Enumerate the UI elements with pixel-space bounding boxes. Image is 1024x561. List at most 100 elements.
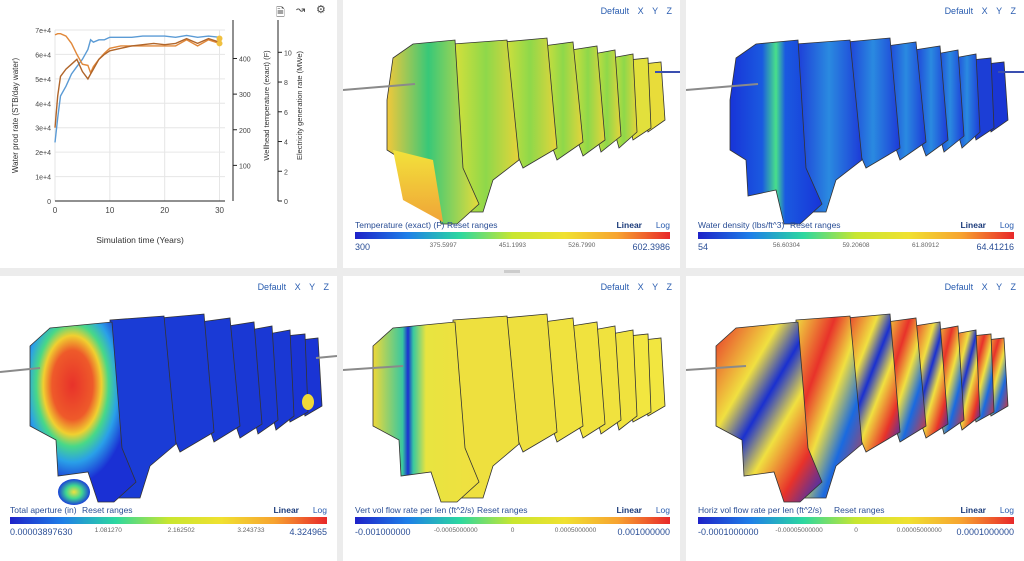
total-aperture-3d-panel[interactable]: Default X Y Z Total aperture (in) Reset … (0, 276, 337, 561)
colorbar-title: Vert vol flow rate per len (ft^2/s) (355, 505, 475, 515)
colorbar-max: 64.41216 (976, 242, 1014, 252)
colorbar-tick: 526.7990 (568, 242, 596, 249)
reset-ranges-link[interactable]: Reset ranges (477, 505, 528, 515)
colorbar-gradient (698, 517, 1014, 524)
wellbore-line (0, 367, 41, 373)
colorbar-gradient (698, 232, 1014, 239)
x-tick-label: 30 (215, 206, 224, 215)
wellbore-line (686, 83, 759, 91)
linear-scale-button[interactable]: Linear (616, 505, 642, 515)
secondary-tick-label: 2 (284, 169, 288, 176)
colorbar-tick: 0.00005000000 (896, 527, 942, 534)
log-scale-button[interactable]: Log (655, 220, 670, 230)
gear-icon[interactable]: ⚙ (316, 4, 326, 16)
y-axis-label: Water prod rate (STB/day water) (11, 58, 20, 174)
linear-scale-button[interactable]: Linear (273, 505, 299, 515)
view-x-button[interactable]: X (981, 6, 988, 16)
trend-icon[interactable]: ↝ (296, 4, 306, 16)
linear-scale-button[interactable]: Linear (960, 220, 986, 230)
colorbar-gradient (355, 232, 670, 239)
view-z-button[interactable]: Z (1010, 6, 1017, 16)
view-y-button[interactable]: Y (996, 6, 1002, 16)
y-tick-label: 6e+4 (35, 52, 51, 59)
secondary-tick-label: 300 (239, 92, 251, 99)
colorbar: Horiz vol flow rate per len (ft^2/s) Res… (698, 505, 1014, 553)
colorbar-title: Water density (lbs/ft^3) (698, 220, 785, 230)
secondary-tick-label: 0 (284, 199, 288, 206)
resize-handle[interactable] (504, 270, 520, 273)
secondary-axis-label: Wellhead temperature (exact) (F) (262, 50, 271, 161)
temperature-3d-panel[interactable]: Default X Y Z Temperature (exact) (F) Re… (343, 0, 680, 268)
document-icon[interactable]: 🗎 (276, 7, 285, 19)
colorbar-gradient (355, 517, 670, 524)
view-x-button[interactable]: X (637, 282, 644, 292)
x-tick-label: 10 (105, 206, 114, 215)
colorbar-min: 300 (355, 242, 371, 252)
series-line (54, 33, 220, 75)
view-default-button[interactable]: Default (944, 6, 974, 16)
colorbar: Vert vol flow rate per len (ft^2/s) Rese… (355, 505, 670, 553)
linear-scale-button[interactable]: Linear (616, 220, 642, 230)
horizontal-flow-3d-panel[interactable]: Default X Y Z Horiz vol flow rate per le… (686, 276, 1024, 561)
log-scale-button[interactable]: Log (312, 505, 327, 515)
view-default-button[interactable]: Default (257, 282, 287, 292)
colorbar-min: -0.001000000 (355, 527, 411, 537)
secondary-tick-label: 4 (284, 140, 288, 147)
y-tick-label: 4e+4 (35, 101, 51, 108)
colorbar: Total aperture (in) Reset ranges Linear … (10, 505, 327, 553)
fracture-3d-view[interactable] (0, 276, 337, 516)
fracture-3d-view[interactable] (686, 276, 1024, 516)
view-x-button[interactable]: X (637, 6, 644, 16)
log-scale-button[interactable]: Log (999, 220, 1014, 230)
vertical-flow-3d-panel[interactable]: Default X Y Z Vert vol flow rate per len… (343, 276, 680, 561)
linear-scale-button[interactable]: Linear (960, 505, 986, 515)
y-tick-label: 3e+4 (35, 126, 51, 133)
line-chart: 01e+42e+43e+44e+45e+46e+47e+40 10 20 30Simu… (11, 20, 304, 245)
fracture-slices (29, 313, 323, 505)
secondary-tick-label: 8 (284, 80, 288, 87)
fracture-3d-view[interactable] (343, 0, 680, 225)
series-end-marker (216, 35, 223, 42)
view-z-button[interactable]: Z (666, 282, 673, 292)
secondary-axis-label: Electricity generation rate (MWe) (295, 50, 304, 160)
log-scale-button[interactable]: Log (999, 505, 1014, 515)
view-x-button[interactable]: X (294, 282, 301, 292)
view-default-button[interactable]: Default (600, 6, 630, 16)
view-z-button[interactable]: Z (666, 6, 673, 16)
series-line (54, 34, 220, 143)
secondary-tick-label: 10 (284, 50, 292, 57)
reset-ranges-link[interactable]: Reset ranges (790, 220, 841, 230)
reset-ranges-link[interactable]: Reset ranges (447, 220, 498, 230)
view-y-button[interactable]: Y (996, 282, 1002, 292)
y-tick-label: 5e+4 (35, 77, 51, 84)
colorbar: Water density (lbs/ft^3) Reset ranges Li… (698, 220, 1014, 268)
reset-ranges-link[interactable]: Reset ranges (82, 505, 133, 515)
colorbar-tick: 0 (510, 527, 515, 534)
colorbar-tick: 0 (854, 527, 858, 534)
view-controls: Default X Y Z (595, 6, 672, 16)
colorbar-title: Horiz vol flow rate per len (ft^2/s) (698, 505, 822, 515)
fracture-3d-view[interactable] (343, 276, 680, 516)
log-scale-button[interactable]: Log (655, 505, 670, 515)
view-y-button[interactable]: Y (652, 282, 658, 292)
view-z-button[interactable]: Z (1010, 282, 1017, 292)
view-y-button[interactable]: Y (309, 282, 315, 292)
view-default-button[interactable]: Default (944, 282, 974, 292)
view-y-button[interactable]: Y (652, 6, 658, 16)
reset-ranges-link[interactable]: Reset ranges (834, 505, 885, 515)
colorbar-tick: 451.1993 (498, 242, 527, 249)
colorbar-tick: 59.20608 (842, 242, 870, 249)
secondary-tick-label: 200 (239, 128, 251, 135)
colorbar-tick: 56.60304 (772, 242, 801, 249)
view-z-button[interactable]: Z (323, 282, 330, 292)
colorbar-min: 0.00003897630 (10, 527, 73, 537)
colorbar-min: 54 (698, 242, 709, 252)
fracture-slices (715, 313, 1009, 503)
water-density-3d-panel[interactable]: Default X Y Z Water density (lbs/ft^3) R… (686, 0, 1024, 268)
colorbar-tick: -0.0005000000 (433, 527, 478, 534)
y-tick-label: 2e+4 (35, 150, 51, 157)
view-default-button[interactable]: Default (600, 282, 630, 292)
fracture-3d-view[interactable] (686, 0, 1024, 225)
colorbar: Temperature (exact) (F) Reset ranges Lin… (355, 220, 670, 268)
view-x-button[interactable]: X (981, 282, 988, 292)
